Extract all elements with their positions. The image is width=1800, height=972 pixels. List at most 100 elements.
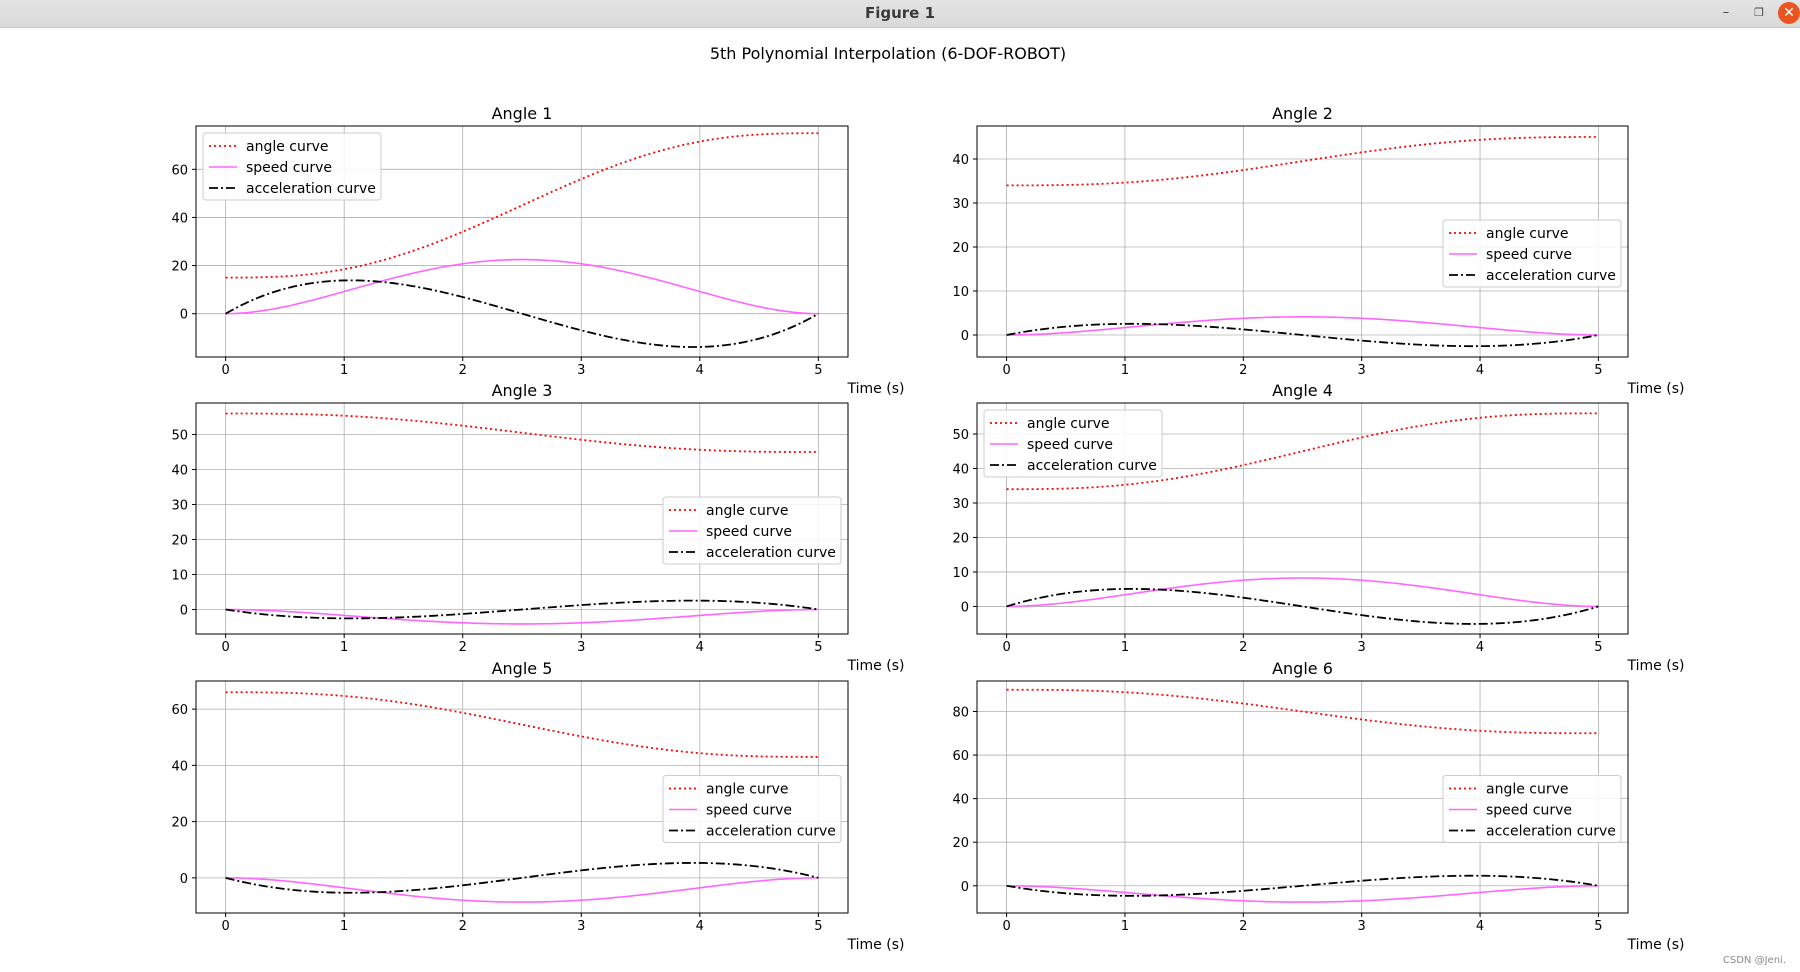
acceleration-curve — [1006, 587, 1599, 625]
legend-box — [662, 775, 842, 843]
acceleration-curve — [225, 279, 819, 348]
x-tick-label: 3 — [1358, 919, 1366, 934]
legend-label: speed curve — [1486, 247, 1572, 263]
subplot-title: Angle 5 — [492, 659, 553, 678]
x-tick-label: 3 — [1358, 640, 1366, 655]
legend-label: speed curve — [246, 160, 332, 176]
x-tick-label: 2 — [459, 919, 467, 934]
legend-label: speed curve — [1027, 437, 1113, 453]
legend-label: acceleration curve — [706, 824, 836, 840]
y-tick-label: 80 — [952, 705, 969, 720]
legend: angle curve speed curve acceleration curve — [202, 132, 382, 201]
y-tick-label: 0 — [961, 880, 969, 895]
y-tick-label: 40 — [952, 153, 969, 168]
watermark: CSDN @Jeni. — [1722, 955, 1786, 966]
speed-curve — [225, 258, 819, 315]
y-tick-label: 10 — [952, 285, 969, 300]
x-tick-label: 1 — [340, 919, 348, 934]
close-icon[interactable]: ✕ — [1778, 2, 1800, 24]
y-tick-label: 10 — [171, 569, 188, 584]
subplot-title: Angle 4 — [1272, 381, 1333, 400]
x-axis-label: Time (s) — [847, 381, 905, 397]
angle-curve — [1006, 136, 1599, 187]
y-tick-label: 60 — [171, 163, 188, 178]
x-tick-label: 4 — [1476, 919, 1484, 934]
legend-box — [662, 496, 842, 565]
acceleration-curve — [1006, 874, 1599, 897]
x-tick-label: 3 — [577, 919, 585, 934]
y-tick-label: 50 — [952, 428, 969, 443]
x-tick-label: 0 — [1002, 640, 1010, 655]
x-tick-label: 0 — [221, 363, 229, 378]
x-tick-label: 4 — [696, 919, 704, 934]
y-tick-label: 20 — [952, 836, 969, 851]
y-tick-label: 20 — [952, 531, 969, 546]
y-tick-label: 50 — [171, 429, 188, 444]
speed-curve — [225, 608, 819, 625]
y-tick-label: 0 — [180, 308, 188, 323]
window-titlebar[interactable]: Figure 1 – ❐ ✕ — [0, 0, 1800, 28]
legend-label: acceleration curve — [706, 545, 836, 561]
x-tick-label: 1 — [1121, 640, 1129, 655]
y-tick-label: 0 — [961, 329, 969, 344]
x-tick-label: 2 — [459, 640, 467, 655]
legend: angle curve speed curve acceleration curve — [662, 775, 842, 843]
x-tick-label: 4 — [696, 640, 704, 655]
subplot-title: Angle 2 — [1272, 104, 1333, 123]
subplot-angle-5: 0 1 2 3 4 5 0 20 40 60 Angle 5 Time (s) angle curve s… — [171, 659, 904, 953]
subplot-angle-6: 0 1 2 3 4 5 0 20 40 60 80 Angle 6 Time (s) angle curv… — [952, 659, 1684, 953]
legend: angle curve speed curve acceleration curve — [983, 409, 1163, 478]
legend-box — [1442, 219, 1622, 288]
legend-label: angle curve — [246, 139, 329, 155]
minimize-icon[interactable]: – — [1722, 5, 1730, 20]
x-tick-label: 5 — [814, 640, 822, 655]
y-tick-label: 60 — [952, 749, 969, 764]
speed-curve — [1006, 884, 1599, 903]
legend-label: angle curve — [706, 782, 789, 798]
y-tick-label: 40 — [171, 464, 188, 479]
acceleration-curve — [1006, 322, 1599, 348]
subplot-angle-1: 0 1 2 3 4 5 0 20 40 60 Angle 1 Time (s) angle curve s… — [171, 104, 904, 397]
x-tick-label: 3 — [577, 363, 585, 378]
y-tick-label: 30 — [952, 497, 969, 512]
maximize-icon[interactable]: ❐ — [1754, 6, 1764, 19]
legend-label: speed curve — [706, 524, 792, 540]
x-tick-label: 4 — [1476, 640, 1484, 655]
figure-canvas: 5th Polynomial Interpolation (6-DOF-ROBO… — [171, 44, 1684, 953]
acceleration-curve — [225, 862, 819, 894]
speed-curve — [1006, 316, 1599, 336]
axes-frame — [976, 402, 1629, 635]
axes-frame — [976, 125, 1629, 358]
y-tick-label: 0 — [180, 872, 188, 887]
x-tick-label: 0 — [1002, 919, 1010, 934]
axes-frame — [195, 402, 849, 635]
subplot-title: Angle 1 — [492, 104, 553, 123]
angle-curve — [225, 691, 819, 758]
y-tick-label: 40 — [171, 211, 188, 226]
x-tick-label: 2 — [1239, 640, 1247, 655]
x-tick-label: 2 — [1239, 919, 1247, 934]
legend-label: angle curve — [1486, 226, 1569, 242]
y-tick-label: 30 — [171, 499, 188, 514]
legend-label: angle curve — [1486, 782, 1569, 798]
x-tick-label: 5 — [814, 919, 822, 934]
x-tick-label: 1 — [1121, 363, 1129, 378]
x-tick-label: 0 — [1002, 363, 1010, 378]
figure-title: 5th Polynomial Interpolation (6-DOF-ROBO… — [710, 44, 1066, 63]
legend: angle curve speed curve acceleration curve — [1442, 775, 1622, 843]
legend-label: acceleration curve — [1486, 824, 1616, 840]
legend-label: acceleration curve — [246, 181, 376, 197]
x-tick-label: 2 — [459, 363, 467, 378]
x-tick-label: 5 — [814, 363, 822, 378]
y-tick-label: 10 — [952, 566, 969, 581]
y-tick-label: 20 — [171, 534, 188, 549]
speed-curve — [225, 877, 819, 903]
window-title: Figure 1 — [864, 4, 936, 22]
x-axis-label: Time (s) — [847, 937, 905, 953]
legend: angle curve speed curve acceleration curve — [1442, 219, 1622, 288]
legend-label: speed curve — [706, 803, 792, 819]
x-tick-label: 1 — [340, 640, 348, 655]
legend-label: acceleration curve — [1486, 268, 1616, 284]
x-tick-label: 5 — [1594, 363, 1602, 378]
